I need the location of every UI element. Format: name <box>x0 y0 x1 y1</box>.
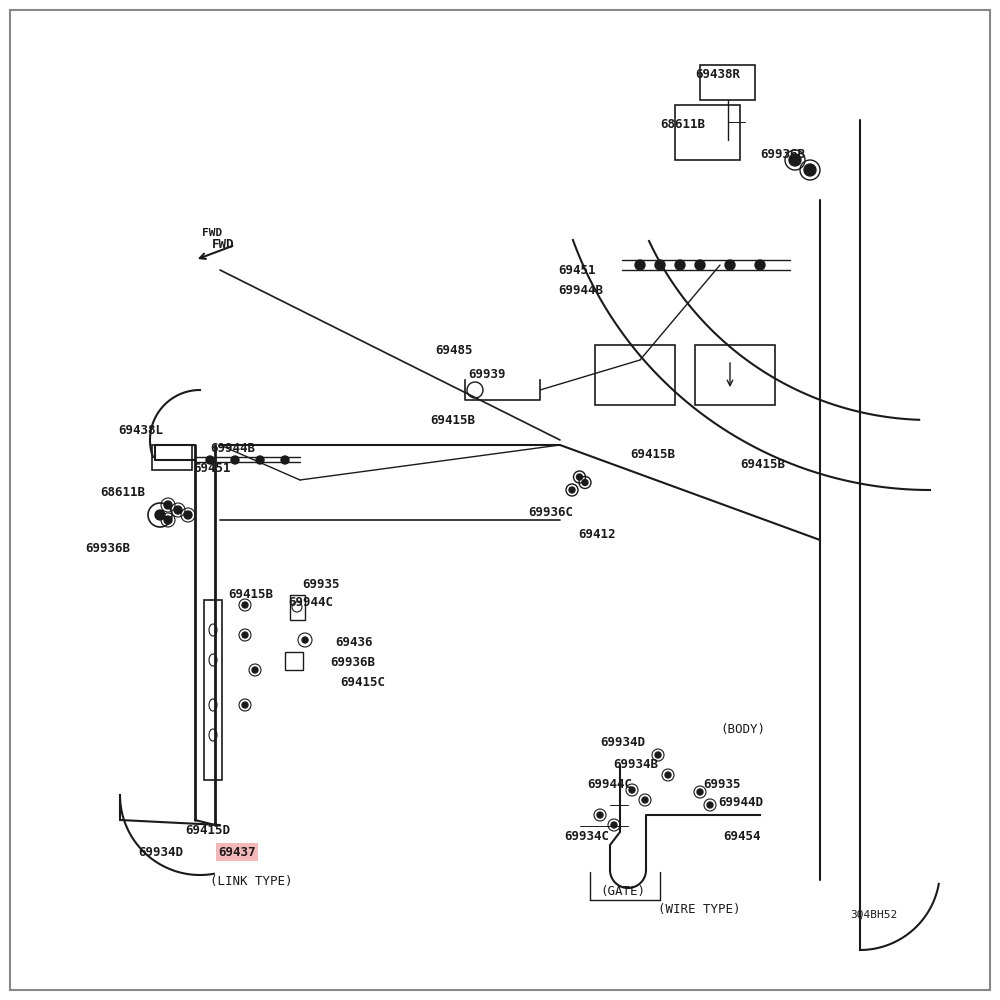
Text: 69939: 69939 <box>468 368 506 381</box>
Text: (BODY): (BODY) <box>720 724 765 736</box>
Text: 69451: 69451 <box>193 462 230 475</box>
Bar <box>285 652 303 670</box>
Circle shape <box>655 752 661 758</box>
Text: FWD: FWD <box>212 238 234 251</box>
Text: 69944B: 69944B <box>210 442 255 454</box>
Text: FWD: FWD <box>202 228 222 238</box>
Text: 3Q4BH52: 3Q4BH52 <box>850 910 897 920</box>
Text: 69936C: 69936C <box>528 506 573 520</box>
Text: 69415B: 69415B <box>430 414 475 426</box>
Text: 69944C: 69944C <box>288 596 333 609</box>
Circle shape <box>675 260 685 270</box>
Circle shape <box>302 637 308 643</box>
Circle shape <box>174 506 182 514</box>
Circle shape <box>755 260 765 270</box>
Circle shape <box>231 456 239 464</box>
Text: 69415B: 69415B <box>630 448 675 462</box>
Circle shape <box>242 632 248 638</box>
Text: 68611B: 68611B <box>100 486 145 498</box>
Circle shape <box>256 456 264 464</box>
Text: 69934B: 69934B <box>613 758 658 772</box>
Text: (LINK TYPE): (LINK TYPE) <box>210 876 292 888</box>
Text: 69415B: 69415B <box>740 458 785 472</box>
Circle shape <box>206 456 214 464</box>
Bar <box>290 595 305 620</box>
Text: 69436: 69436 <box>335 636 372 648</box>
Text: 69944C: 69944C <box>587 778 632 792</box>
Circle shape <box>281 456 289 464</box>
Text: (GATE): (GATE) <box>600 886 645 898</box>
Circle shape <box>252 667 258 673</box>
Bar <box>700 65 755 100</box>
Text: 69415D: 69415D <box>185 824 230 836</box>
Circle shape <box>635 260 645 270</box>
Circle shape <box>725 260 735 270</box>
Text: 69944B: 69944B <box>558 284 603 296</box>
Text: 69485: 69485 <box>435 344 473 357</box>
Circle shape <box>242 702 248 708</box>
Circle shape <box>655 260 665 270</box>
Circle shape <box>597 812 603 818</box>
Circle shape <box>569 487 575 493</box>
Bar <box>204 600 222 780</box>
Circle shape <box>695 260 705 270</box>
Circle shape <box>642 797 648 803</box>
Circle shape <box>164 516 172 524</box>
Text: 68611B: 68611B <box>660 118 705 131</box>
Text: 69415C: 69415C <box>340 676 385 690</box>
Text: 69936B: 69936B <box>760 148 805 161</box>
Text: 69415B: 69415B <box>228 588 273 601</box>
Text: 69935: 69935 <box>703 778 740 792</box>
Text: (WIRE TYPE): (WIRE TYPE) <box>658 904 740 916</box>
Circle shape <box>611 822 617 828</box>
Circle shape <box>707 802 713 808</box>
Text: 69438L: 69438L <box>118 424 163 436</box>
Circle shape <box>184 511 192 519</box>
Circle shape <box>629 787 635 793</box>
Circle shape <box>164 501 172 509</box>
Circle shape <box>582 480 588 486</box>
Text: 69944D: 69944D <box>718 796 763 810</box>
Text: 69454: 69454 <box>723 830 761 844</box>
Circle shape <box>155 510 165 520</box>
Circle shape <box>242 602 248 608</box>
Text: 69934C: 69934C <box>564 830 609 844</box>
Text: 69935: 69935 <box>302 578 340 591</box>
Bar <box>595 345 675 405</box>
Text: 69936B: 69936B <box>85 542 130 554</box>
Text: 69936B: 69936B <box>330 656 375 670</box>
Text: 69438R: 69438R <box>695 68 740 82</box>
Text: 69437: 69437 <box>218 846 256 858</box>
Bar <box>695 345 775 405</box>
Text: 69451: 69451 <box>558 263 596 276</box>
Circle shape <box>697 789 703 795</box>
Circle shape <box>665 772 671 778</box>
Bar <box>152 445 192 470</box>
Bar <box>675 105 740 160</box>
Text: 69934D: 69934D <box>600 736 645 748</box>
Text: 69934D: 69934D <box>138 846 183 858</box>
Circle shape <box>804 164 816 176</box>
Circle shape <box>789 154 801 166</box>
Text: 69412: 69412 <box>578 528 616 542</box>
Circle shape <box>576 474 582 480</box>
